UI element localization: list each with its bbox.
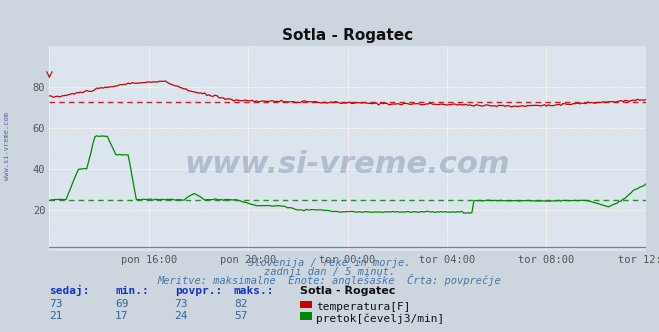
Text: Slovenija / reke in morje.: Slovenija / reke in morje. bbox=[248, 258, 411, 268]
Text: www.si-vreme.com: www.si-vreme.com bbox=[4, 112, 10, 180]
Text: 24: 24 bbox=[175, 311, 188, 321]
Text: maks.:: maks.: bbox=[234, 286, 274, 296]
Text: 69: 69 bbox=[115, 299, 129, 309]
Text: 73: 73 bbox=[49, 299, 63, 309]
Text: 21: 21 bbox=[49, 311, 63, 321]
Text: min.:: min.: bbox=[115, 286, 149, 296]
Text: pretok[čevelj3/min]: pretok[čevelj3/min] bbox=[316, 313, 445, 324]
Text: zadnji dan / 5 minut.: zadnji dan / 5 minut. bbox=[264, 267, 395, 277]
Text: 73: 73 bbox=[175, 299, 188, 309]
Text: temperatura[F]: temperatura[F] bbox=[316, 302, 411, 312]
Text: 17: 17 bbox=[115, 311, 129, 321]
Text: 82: 82 bbox=[234, 299, 247, 309]
Title: Sotla - Rogatec: Sotla - Rogatec bbox=[282, 28, 413, 42]
Text: 57: 57 bbox=[234, 311, 247, 321]
Text: Meritve: maksimalne  Enote: anglešaške  Črta: povprečje: Meritve: maksimalne Enote: anglešaške Čr… bbox=[158, 274, 501, 286]
Text: www.si-vreme.com: www.si-vreme.com bbox=[185, 150, 511, 179]
Text: povpr.:: povpr.: bbox=[175, 286, 222, 296]
Text: sedaj:: sedaj: bbox=[49, 285, 90, 296]
Text: Sotla - Rogatec: Sotla - Rogatec bbox=[300, 286, 395, 296]
